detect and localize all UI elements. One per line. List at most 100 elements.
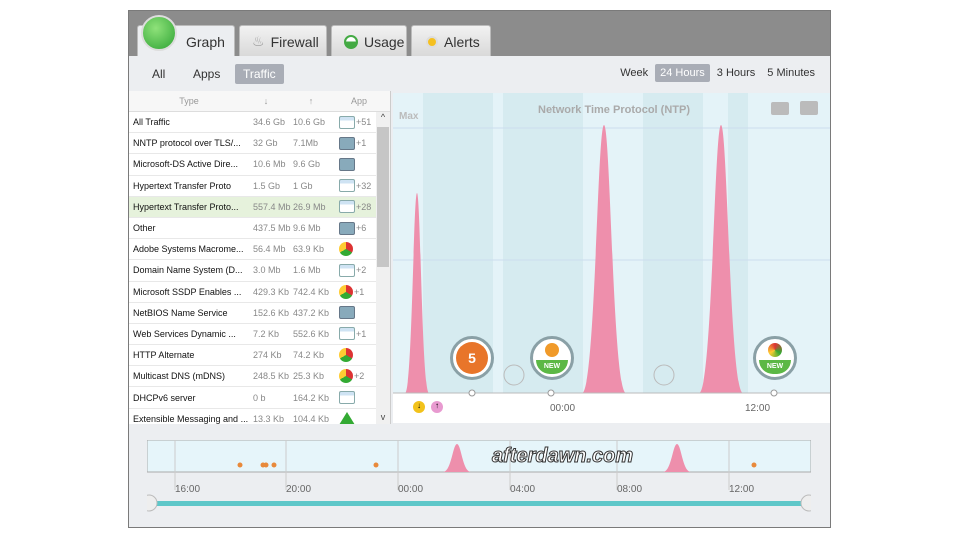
tab-usage[interactable]: Usage <box>331 25 407 57</box>
timeline-overview[interactable]: 16:00 20:00 00:00 04:00 08:00 12:00 afterdawn… <box>140 439 818 518</box>
table-row[interactable]: Extensible Messaging and ... 13.3 Kb 104.4… <box>129 409 390 424</box>
scrollbar[interactable]: ^ v <box>376 112 390 424</box>
app-count: +1 <box>356 328 367 339</box>
upload-cell: 104.4 Kb <box>293 413 330 424</box>
download-cell: 152.6 Kb <box>253 307 290 318</box>
scroll-thumb[interactable] <box>377 127 389 267</box>
filter-all[interactable]: All <box>152 67 166 81</box>
range-week[interactable]: Week <box>620 67 649 79</box>
app-count: +1 <box>356 138 367 149</box>
scroll-up-icon[interactable]: ^ <box>380 112 386 122</box>
timeline-label: 16:00 <box>175 484 200 495</box>
app-icon <box>339 306 355 320</box>
table-row[interactable]: Microsoft-DS Active Dire... 10.6 Mb 9.6 Gb <box>129 154 390 176</box>
app-count: +28 <box>356 201 372 212</box>
traffic-peak <box>405 193 429 393</box>
download-cell: 437.5 Mb <box>253 223 291 234</box>
app-icon <box>768 343 782 357</box>
table-header: Type ↓ ↑ App <box>129 91 390 112</box>
download-cell: 274 Kb <box>253 350 282 361</box>
download-cell: 10.6 Mb <box>253 159 286 170</box>
timeline-label: 20:00 <box>286 484 311 495</box>
app-icon <box>339 242 353 257</box>
app-count: +51 <box>356 117 372 128</box>
type-cell: Web Services Dynamic ... <box>133 328 236 339</box>
media-player-icon <box>545 343 559 357</box>
marker-dot <box>770 389 778 397</box>
download-cell: 248.5 Kb <box>253 371 290 382</box>
tab-firewall[interactable]: ♨ Firewall <box>239 25 327 57</box>
table-row[interactable]: Microsoft SSDP Enables ... 429.3 Kb 742.4 … <box>129 282 390 303</box>
download-cell: 0 b <box>253 392 266 403</box>
upload-cell: 437.2 Kb <box>293 307 330 318</box>
download-cell: 3.0 Mb <box>253 265 281 276</box>
col-upload[interactable]: ↑ <box>308 96 314 106</box>
scroll-down-icon[interactable]: v <box>380 412 386 422</box>
timeline-label: 12:00 <box>729 484 754 495</box>
timeline-label: 04:00 <box>510 484 535 495</box>
upload-cell: 1 Gb <box>293 180 313 191</box>
new-app-badge[interactable]: NEW <box>530 336 574 380</box>
camera-icon[interactable] <box>771 102 789 115</box>
range-track <box>152 501 806 506</box>
table-row[interactable]: NetBIOS Name Service 152.6 Kb 437.2 Kb <box>129 303 390 324</box>
pause-icon[interactable] <box>800 101 818 115</box>
app-count: +1 <box>354 286 365 297</box>
type-cell: Hypertext Transfer Proto <box>133 180 232 191</box>
graph-title: Network Time Protocol (NTP) <box>538 104 690 116</box>
time-band <box>643 93 703 393</box>
table-row[interactable]: Multicast DNS (mDNS) 248.5 Kb 25.3 Kb +2 <box>129 366 390 388</box>
timeline-peak <box>663 444 691 472</box>
col-download[interactable]: ↓ <box>263 96 269 106</box>
clock-icon <box>503 364 525 386</box>
range-24-hours[interactable]: 24 Hours <box>655 64 710 82</box>
app-icon <box>339 284 353 299</box>
type-cell: NetBIOS Name Service <box>133 307 228 318</box>
marker-dot <box>468 389 476 397</box>
filter-traffic[interactable]: Traffic <box>235 64 284 84</box>
table-row[interactable]: Web Services Dynamic ... 7.2 Kb 552.6 Kb +1 <box>129 324 390 346</box>
table-row[interactable]: All Traffic 34.6 Gb 10.6 Gb +51 <box>129 112 390 134</box>
table-row[interactable]: NNTP protocol over TLS/... 32 Gb 7.1Mb +1 <box>129 133 390 155</box>
app-icon <box>339 369 353 384</box>
range-5-minutes[interactable]: 5 Minutes <box>767 67 815 79</box>
download-cell: 13.3 Kb <box>253 413 285 424</box>
type-cell: All Traffic <box>133 117 170 128</box>
table-row[interactable]: Hypertext Transfer Proto... 557.4 Mb 26.9 … <box>129 196 390 218</box>
app-icon <box>339 179 355 193</box>
upload-cell: 26.9 Mb <box>293 201 326 212</box>
table-row[interactable]: Domain Name System (D... 3.0 Mb 1.6 Mb +2 <box>129 260 390 282</box>
range-handle[interactable] <box>140 494 158 512</box>
type-cell: Other <box>133 223 156 234</box>
range-handle[interactable] <box>800 494 818 512</box>
col-type[interactable]: Type <box>179 96 199 106</box>
timeline-peak <box>443 444 471 472</box>
new-app-badge[interactable]: NEW <box>753 336 797 380</box>
timeline-strip <box>146 439 812 473</box>
event-dot <box>263 462 269 468</box>
app-count: +2 <box>354 371 365 382</box>
tab-alerts[interactable]: Alerts <box>411 25 491 57</box>
traffic-graph[interactable]: Max Network Time Protocol (NTP) ↓ ↑ 00:0… <box>393 93 830 423</box>
app-count: +2 <box>356 265 367 276</box>
table-row[interactable]: HTTP Alternate 274 Kb 74.2 Kb <box>129 345 390 367</box>
upload-cell: 164.2 Kb <box>293 392 330 403</box>
traffic-peak <box>699 125 743 393</box>
max-label: Max <box>399 111 419 122</box>
table-row[interactable]: Hypertext Transfer Proto 1.5 Gb 1 Gb +32 <box>129 176 390 197</box>
event-dot <box>271 462 277 468</box>
alert-badge[interactable]: 5 <box>450 336 494 380</box>
table-row[interactable]: Other 437.5 Mb 9.6 Mb +6 <box>129 218 390 240</box>
traffic-table: Type ↓ ↑ App All Traffic 34.6 Gb 10.6 Gb +5… <box>129 91 391 424</box>
filter-apps[interactable]: Apps <box>193 67 221 81</box>
app-window: Graph ♨ Firewall Usage Alerts All Apps Tr… <box>128 10 831 528</box>
app-icon <box>339 327 355 341</box>
col-app[interactable]: App <box>350 96 367 106</box>
timeline-canvas: 16:00 20:00 00:00 04:00 08:00 12:00 <box>140 439 818 512</box>
table-row[interactable]: DHCPv6 server 0 b 164.2 Kb <box>129 387 390 409</box>
range-3-hours[interactable]: 3 Hours <box>716 67 756 79</box>
event-dot <box>751 462 757 468</box>
table-row[interactable]: Adobe Systems Macrome... 56.4 Mb 63.9 Kb <box>129 239 390 261</box>
download-cell: 7.2 Kb <box>253 328 280 339</box>
app-icon <box>339 157 355 171</box>
